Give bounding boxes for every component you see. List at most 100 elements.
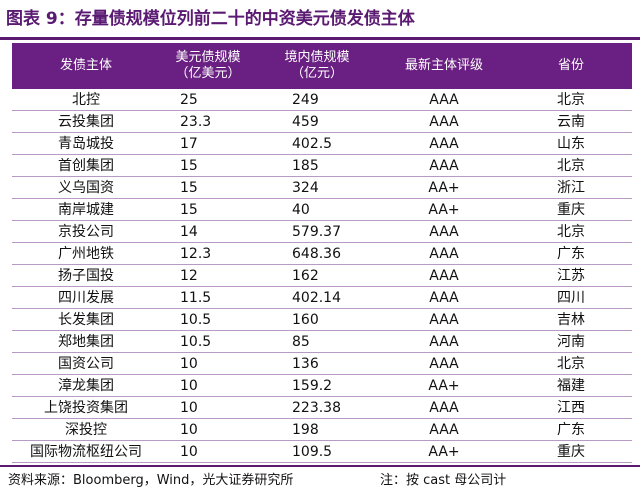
cell-domestic-bond: 159.2 <box>256 374 378 397</box>
cell-domestic-bond: 85 <box>256 330 378 353</box>
cell-domestic-bond: 198 <box>256 418 378 441</box>
cell-issuer: 扬子国投 <box>12 264 160 287</box>
table-row: 上饶投资集团 10 223.38 AAA 江西 <box>12 396 632 419</box>
cell-province: 北京 <box>510 89 632 111</box>
cell-issuer: 北控 <box>12 89 160 111</box>
cell-issuer: 深投控 <box>12 418 160 441</box>
issuer-table: 发债主体 美元债规模 （亿美元） 境内债规模 （亿元） 最新主体评级 省份 北控… <box>12 43 632 463</box>
cell-rating: AA+ <box>378 176 510 199</box>
cell-rating: AAA <box>378 418 510 441</box>
cell-usd-bond: 10 <box>160 396 256 419</box>
cell-rating: AAA <box>378 89 510 111</box>
cell-usd-bond: 15 <box>160 198 256 221</box>
cell-usd-bond: 10 <box>160 374 256 397</box>
table-row: 漳龙集团 10 159.2 AA+ 福建 <box>12 374 632 397</box>
cell-issuer: 长发集团 <box>12 308 160 331</box>
cell-domestic-bond: 109.5 <box>256 440 378 463</box>
cell-usd-bond: 17 <box>160 132 256 155</box>
cell-domestic-bond: 40 <box>256 198 378 221</box>
table-row: 北控 25 249 AAA 北京 <box>12 89 632 111</box>
cell-usd-bond: 15 <box>160 176 256 199</box>
cell-province: 福建 <box>510 374 632 397</box>
cell-province: 广东 <box>510 418 632 441</box>
header-rating: 最新主体评级 <box>378 43 510 89</box>
cell-issuer: 广州地铁 <box>12 242 160 265</box>
figure-title: 图表 9：存量债规模位列前二十的中资美元债发债主体 <box>6 9 415 29</box>
cell-province: 北京 <box>510 220 632 243</box>
cell-usd-bond: 23.3 <box>160 110 256 133</box>
header-domestic-bond: 境内债规模 （亿元） <box>256 43 378 89</box>
cell-province: 北京 <box>510 352 632 375</box>
footer: 资料来源：Bloomberg，Wind，光大证券研究所 注：按 cast 母公司… <box>8 470 634 492</box>
cell-usd-bond: 25 <box>160 89 256 111</box>
cell-province: 重庆 <box>510 440 632 463</box>
cell-usd-bond: 10 <box>160 352 256 375</box>
cell-rating: AAA <box>378 154 510 177</box>
cell-domestic-bond: 402.5 <box>256 132 378 155</box>
cell-usd-bond: 12.3 <box>160 242 256 265</box>
cell-rating: AAA <box>378 330 510 353</box>
cell-rating: AA+ <box>378 198 510 221</box>
cell-usd-bond: 14 <box>160 220 256 243</box>
cell-usd-bond: 10.5 <box>160 308 256 331</box>
table-row: 南岸城建 15 40 AA+ 重庆 <box>12 198 632 221</box>
cell-domestic-bond: 324 <box>256 176 378 199</box>
cell-rating: AAA <box>378 264 510 287</box>
cell-usd-bond: 15 <box>160 154 256 177</box>
cell-domestic-bond: 185 <box>256 154 378 177</box>
header-issuer: 发债主体 <box>12 43 160 89</box>
cell-domestic-bond: 459 <box>256 110 378 133</box>
table-row: 长发集团 10.5 160 AAA 吉林 <box>12 308 632 331</box>
cell-domestic-bond: 162 <box>256 264 378 287</box>
header-usd-bond: 美元债规模 （亿美元） <box>160 43 256 89</box>
cell-province: 广东 <box>510 242 632 265</box>
cell-rating: AA+ <box>378 374 510 397</box>
cell-rating: AAA <box>378 110 510 133</box>
cell-province: 四川 <box>510 286 632 309</box>
table-row: 扬子国投 12 162 AAA 江苏 <box>12 264 632 287</box>
table-note: 注：按 cast 母公司计 <box>380 473 507 488</box>
cell-issuer: 义乌国资 <box>12 176 160 199</box>
cell-domestic-bond: 249 <box>256 89 378 111</box>
cell-issuer: 漳龙集团 <box>12 374 160 397</box>
cell-domestic-bond: 579.37 <box>256 220 378 243</box>
source-note: 资料来源：Bloomberg，Wind，光大证券研究所 <box>8 473 294 488</box>
cell-issuer: 首创集团 <box>12 154 160 177</box>
table-row: 云投集团 23.3 459 AAA 云南 <box>12 110 632 133</box>
cell-issuer: 京投公司 <box>12 220 160 243</box>
table-row: 国资公司 10 136 AAA 北京 <box>12 352 632 375</box>
cell-rating: AAA <box>378 396 510 419</box>
cell-issuer: 云投集团 <box>12 110 160 133</box>
cell-usd-bond: 11.5 <box>160 286 256 309</box>
cell-issuer: 郑地集团 <box>12 330 160 353</box>
table-row: 义乌国资 15 324 AA+ 浙江 <box>12 176 632 199</box>
table-row: 郑地集团 10.5 85 AAA 河南 <box>12 330 632 353</box>
cell-issuer: 上饶投资集团 <box>12 396 160 419</box>
cell-rating: AAA <box>378 220 510 243</box>
cell-domestic-bond: 402.14 <box>256 286 378 309</box>
cell-issuer: 青岛城投 <box>12 132 160 155</box>
cell-usd-bond: 12 <box>160 264 256 287</box>
table-row: 广州地铁 12.3 648.36 AAA 广东 <box>12 242 632 265</box>
cell-issuer: 四川发展 <box>12 286 160 309</box>
cell-province: 重庆 <box>510 198 632 221</box>
cell-domestic-bond: 223.38 <box>256 396 378 419</box>
cell-rating: AAA <box>378 352 510 375</box>
cell-province: 江西 <box>510 396 632 419</box>
cell-usd-bond: 10.5 <box>160 330 256 353</box>
table-row: 青岛城投 17 402.5 AAA 山东 <box>12 132 632 155</box>
table-row: 首创集团 15 185 AAA 北京 <box>12 154 632 177</box>
cell-issuer: 国际物流枢纽公司 <box>12 440 160 463</box>
header-province: 省份 <box>510 43 632 89</box>
table-row: 深投控 10 198 AAA 广东 <box>12 418 632 441</box>
cell-rating: AAA <box>378 308 510 331</box>
cell-province: 北京 <box>510 154 632 177</box>
cell-domestic-bond: 160 <box>256 308 378 331</box>
cell-province: 江苏 <box>510 264 632 287</box>
cell-rating: AAA <box>378 132 510 155</box>
table-row: 四川发展 11.5 402.14 AAA 四川 <box>12 286 632 309</box>
table-row: 国际物流枢纽公司 10 109.5 AA+ 重庆 <box>12 440 632 463</box>
cell-rating: AA+ <box>378 440 510 463</box>
cell-usd-bond: 10 <box>160 418 256 441</box>
header-row: 发债主体 美元债规模 （亿美元） 境内债规模 （亿元） 最新主体评级 省份 <box>12 43 632 89</box>
